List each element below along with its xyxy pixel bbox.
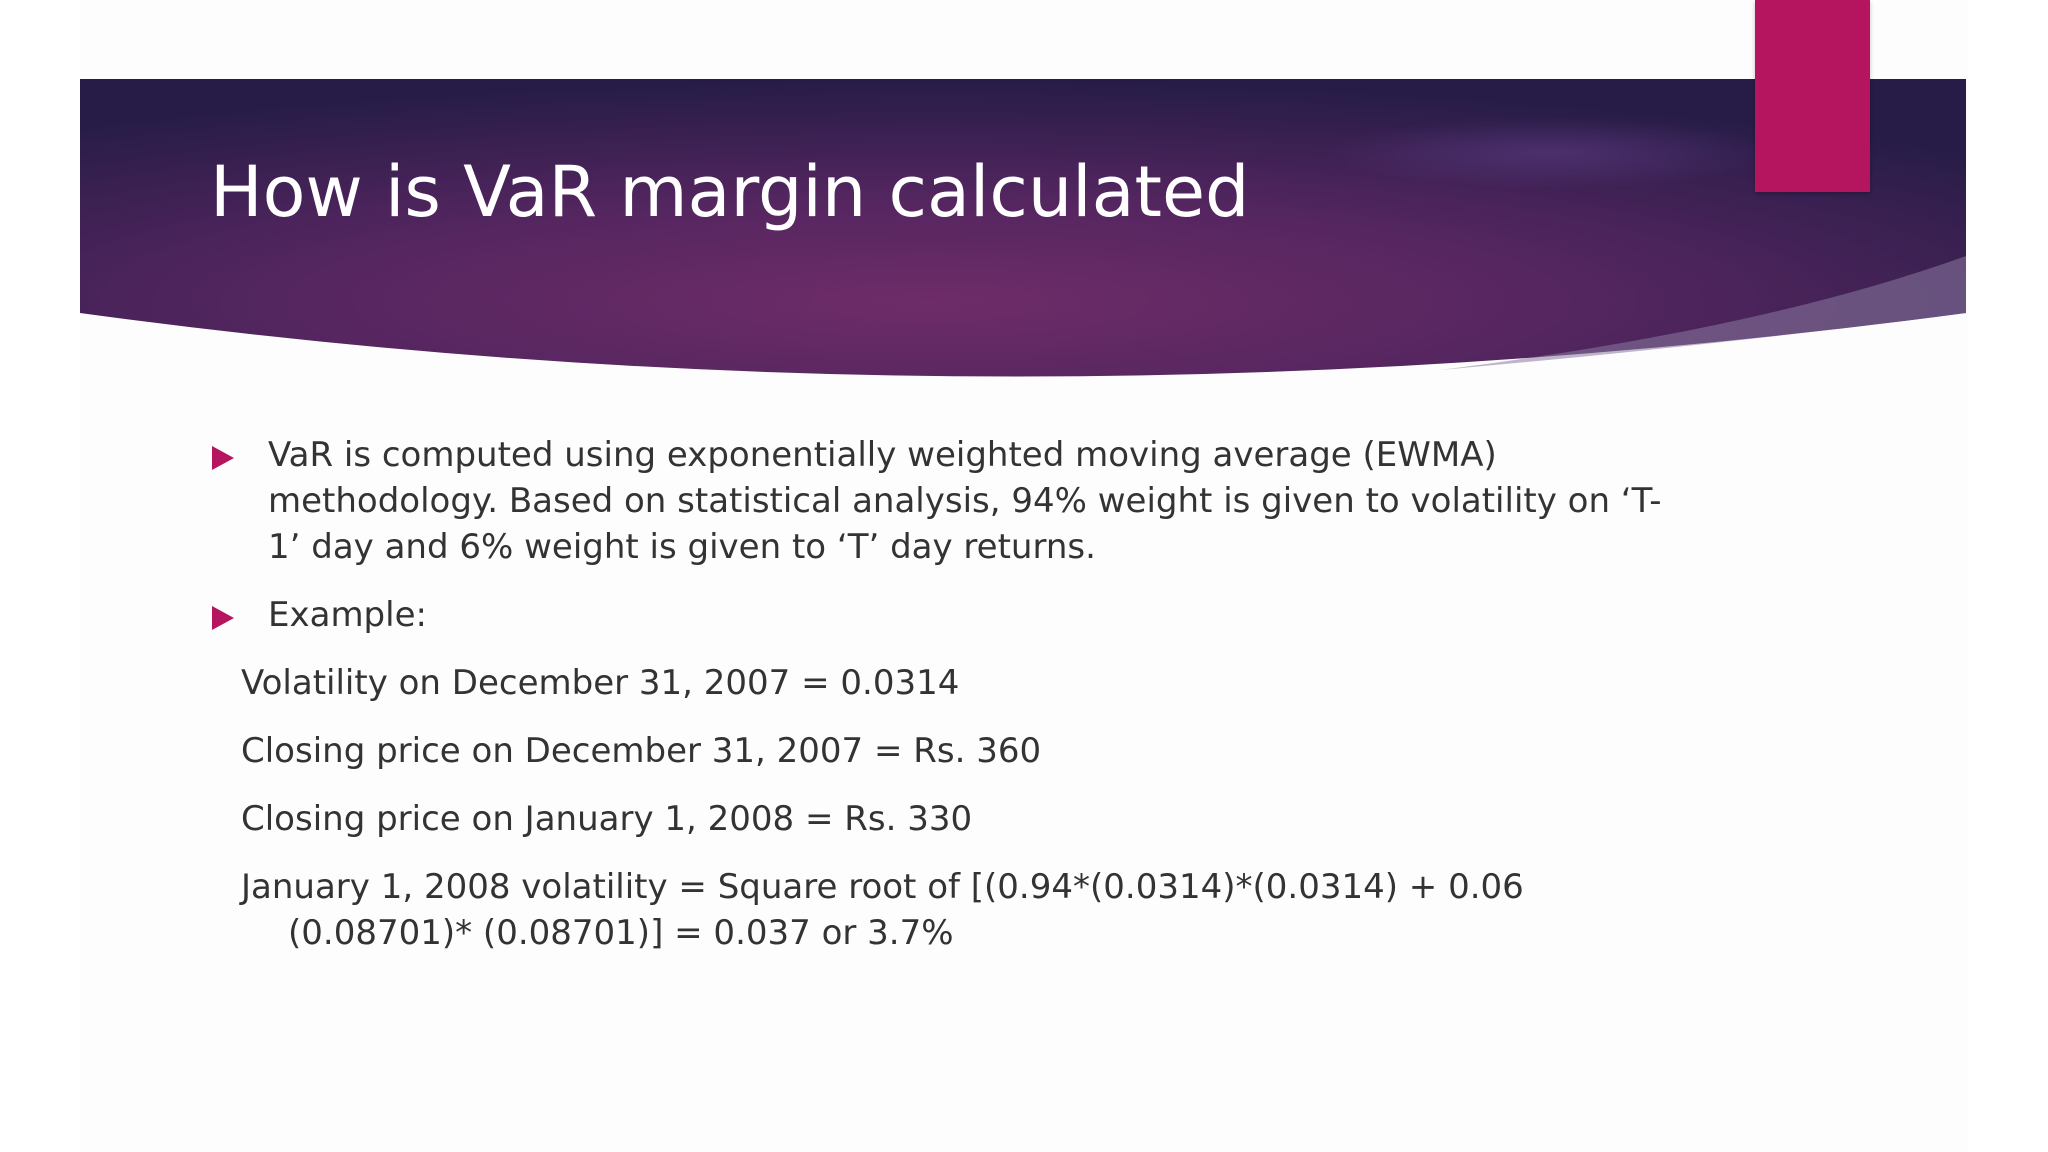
example-line: Closing price on January 1, 2008 = Rs. 3… xyxy=(241,799,973,839)
bullet-text: Example: xyxy=(268,595,427,635)
accent-tab xyxy=(1755,0,1870,192)
triangle-right-icon xyxy=(212,446,234,470)
triangle-right-icon xyxy=(212,606,234,630)
bullet-text: VaR is computed using exponentially weig… xyxy=(268,435,1662,567)
example-line: January 1, 2008 volatility = Square root… xyxy=(241,867,1524,953)
bullet-item: Example: xyxy=(210,592,1670,638)
slide-title: How is VaR margin calculated xyxy=(210,151,1250,233)
bullet-item: VaR is computed using exponentially weig… xyxy=(210,432,1670,570)
title-banner xyxy=(80,79,1966,377)
example-line: Closing price on December 31, 2007 = Rs.… xyxy=(241,731,1042,771)
example-line: Volatility on December 31, 2007 = 0.0314 xyxy=(241,663,960,703)
slide-body: VaR is computed using exponentially weig… xyxy=(210,432,1670,978)
